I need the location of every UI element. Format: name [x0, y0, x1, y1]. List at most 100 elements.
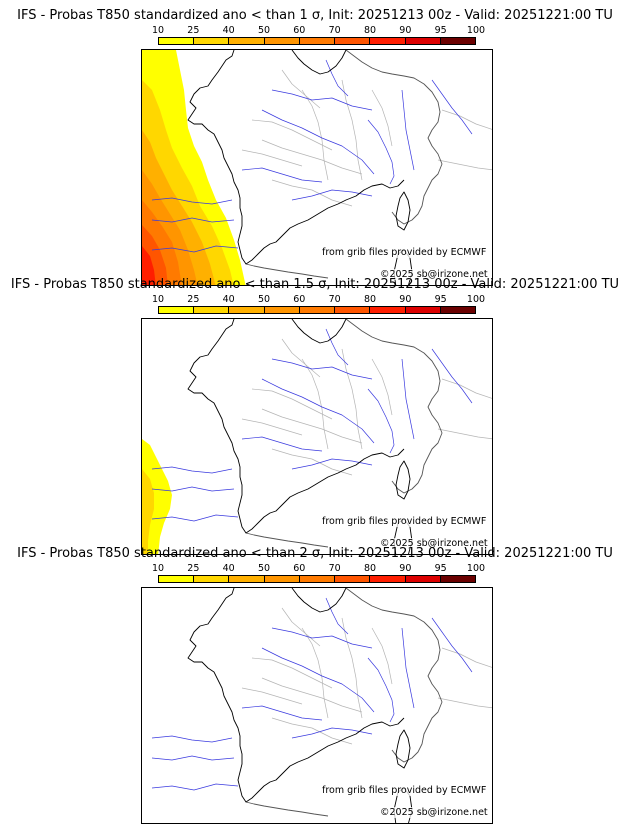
- river: [151, 755, 235, 761]
- colorbar-segment: [299, 576, 336, 582]
- river: [271, 627, 373, 649]
- admin-boundary: [281, 338, 321, 378]
- colorbar-label: 95: [434, 25, 447, 36]
- colorbar-label: 10: [151, 563, 165, 574]
- river: [241, 705, 323, 721]
- colorbar-segment: [229, 576, 265, 582]
- prob-contour-80: [142, 246, 156, 285]
- colorbar-label: 25: [187, 294, 200, 305]
- river: [325, 59, 349, 97]
- colorbar-label: 60: [293, 294, 306, 305]
- colorbar-segment: [440, 576, 475, 582]
- river: [271, 358, 373, 380]
- colorbar-label: 25: [187, 563, 200, 574]
- colorbar-label: 100: [466, 563, 486, 574]
- admin-boundary: [261, 408, 363, 444]
- river: [431, 617, 473, 673]
- admin-boundary: [251, 657, 333, 689]
- credit-copyright: ©2025 sb@irizone.net: [380, 269, 488, 280]
- colorbar-label: 50: [257, 563, 271, 574]
- river: [367, 388, 395, 454]
- map-frame: from grib files provided by ECMWF ©2025 …: [141, 587, 493, 824]
- coastline: [187, 319, 405, 534]
- colorbar-segment: [440, 38, 475, 44]
- admin-boundary: [261, 677, 363, 713]
- colorbar-segment: [335, 576, 371, 582]
- colorbar-label: 80: [363, 25, 377, 36]
- colorbar-label: 10: [151, 294, 165, 305]
- colorbar-label: 95: [434, 294, 447, 305]
- river: [401, 89, 415, 171]
- river: [151, 197, 233, 205]
- river: [241, 436, 323, 452]
- credit-copyright: ©2025 sb@irizone.net: [380, 807, 488, 818]
- map-svg: [142, 319, 492, 554]
- colorbar-labels: 10 25 40 50 60 70 80 90 95 100: [152, 563, 485, 575]
- admin-boundary: [241, 149, 303, 167]
- country-border: [245, 532, 329, 548]
- map-frame: from grib files provided by ECMWF ©2025 …: [141, 318, 493, 555]
- river: [151, 783, 239, 791]
- river: [367, 119, 395, 185]
- river: [431, 348, 473, 404]
- map-frame: from grib files provided by ECMWF ©2025 …: [141, 49, 493, 286]
- admin-boundary: [371, 358, 393, 416]
- map-panel-2: IFS - Probas T850 standardized ano < tha…: [0, 277, 630, 555]
- river: [325, 328, 349, 366]
- colorbar-segment: [440, 307, 475, 313]
- colorbar-label: 100: [466, 294, 486, 305]
- admin-boundary: [441, 378, 492, 399]
- coastline: [291, 588, 347, 613]
- map-base: [151, 319, 492, 554]
- river: [401, 358, 415, 440]
- admin-boundary: [341, 617, 363, 719]
- coastline-corsica: [395, 191, 411, 231]
- admin-boundary: [437, 428, 492, 440]
- map-base: [151, 50, 492, 285]
- admin-boundary: [371, 89, 393, 147]
- coastline: [291, 319, 347, 344]
- country-border: [345, 588, 443, 763]
- colorbar-segment: [299, 38, 336, 44]
- colorbar-label: 50: [257, 294, 271, 305]
- colorbar-segment: [299, 307, 336, 313]
- colorbar-segment: [194, 38, 230, 44]
- river: [261, 378, 375, 444]
- colorbar-segment: [405, 307, 441, 313]
- admin-boundary: [281, 607, 321, 647]
- colorbar-segment: [405, 38, 441, 44]
- colorbar-segment: [194, 307, 230, 313]
- probability-shading: [142, 50, 246, 285]
- colorbar-label: 40: [222, 294, 235, 305]
- country-border: [245, 801, 329, 817]
- river: [291, 189, 373, 201]
- admin-boundary: [341, 79, 363, 181]
- colorbar-label: 70: [328, 294, 341, 305]
- admin-boundary: [441, 109, 492, 130]
- credit-source: from grib files provided by ECMWF: [322, 247, 487, 258]
- colorbar-segment: [264, 38, 300, 44]
- admin-boundary: [281, 69, 321, 109]
- colorbar-segment: [159, 38, 195, 44]
- colorbar-segment: [194, 576, 230, 582]
- country-border: [245, 263, 329, 279]
- map-panel-1: IFS - Probas T850 standardized ano < tha…: [0, 8, 630, 286]
- admin-boundary: [441, 647, 492, 668]
- river: [151, 217, 235, 223]
- map-base: [151, 588, 492, 823]
- admin-boundary: [371, 627, 393, 685]
- colorbar-label: 70: [328, 25, 341, 36]
- credit-source: from grib files provided by ECMWF: [322, 516, 487, 527]
- river: [367, 657, 395, 723]
- colorbar-label: 90: [399, 294, 412, 305]
- panel-title: IFS - Probas T850 standardized ano < tha…: [17, 546, 613, 561]
- colorbar-segment: [370, 38, 406, 44]
- colorbar-segment: [264, 576, 300, 582]
- colorbar-label: 80: [363, 563, 377, 574]
- colorbar-label: 25: [187, 25, 200, 36]
- river: [271, 89, 373, 111]
- river: [291, 458, 373, 470]
- admin-boundary: [271, 448, 353, 476]
- colorbar: [158, 306, 476, 314]
- colorbar-segment: [159, 307, 195, 313]
